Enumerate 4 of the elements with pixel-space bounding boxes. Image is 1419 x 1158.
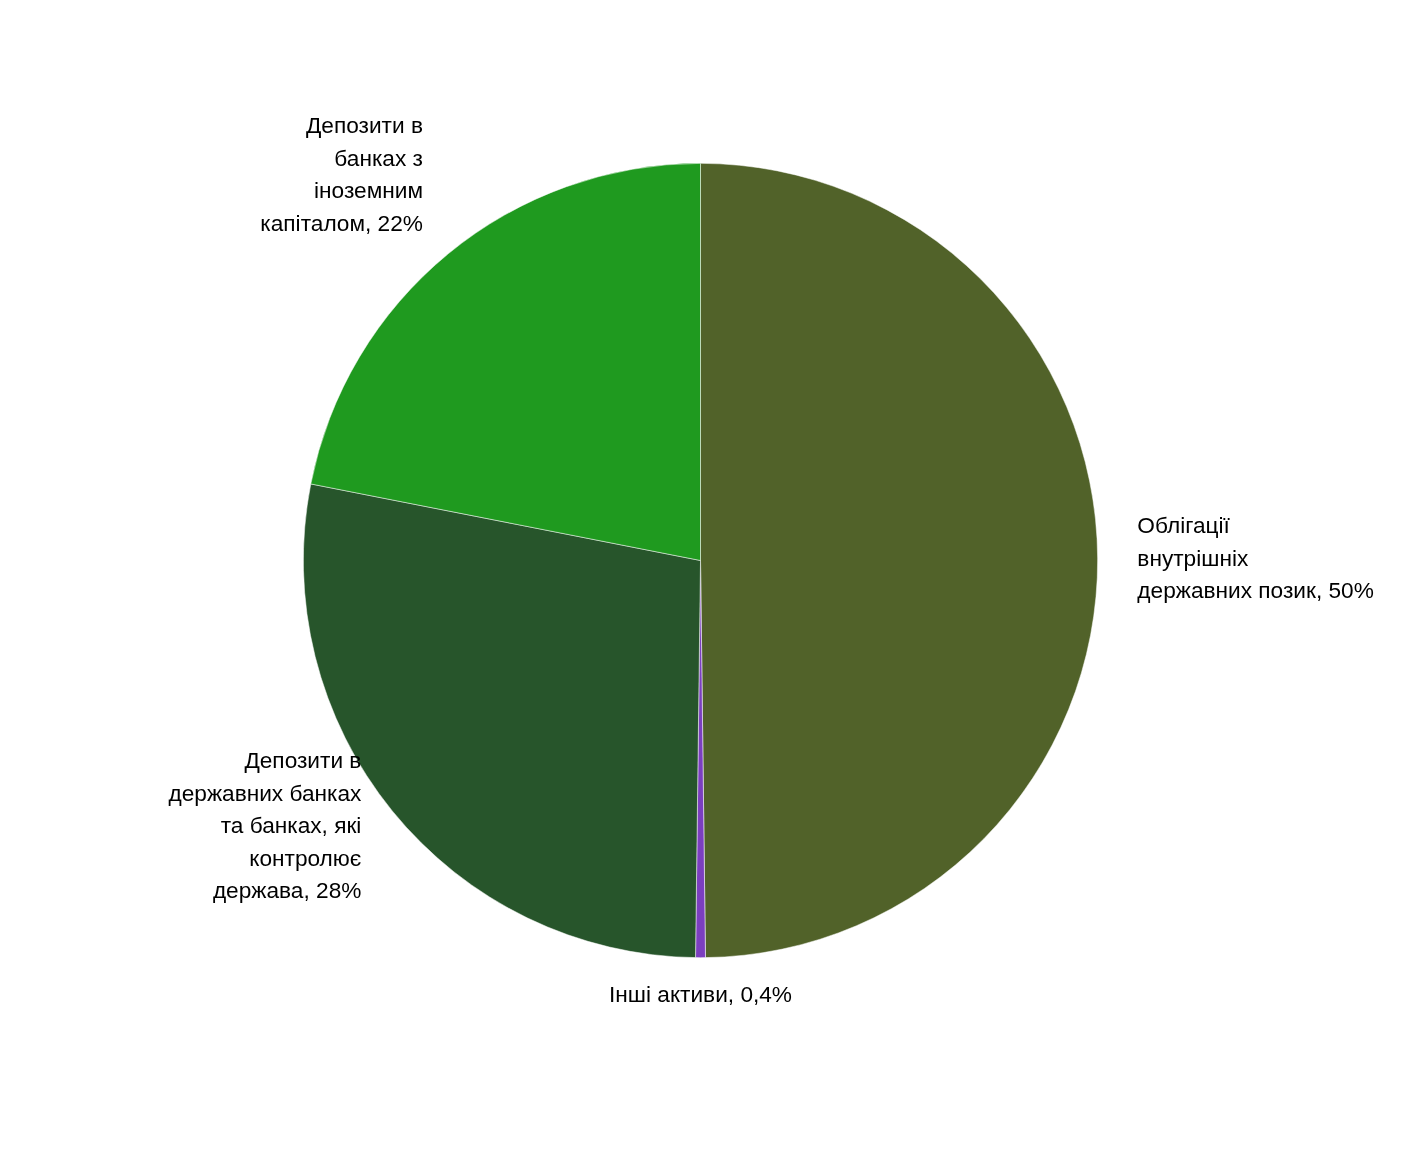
slice-label: Інші активи, 0,4% [608, 980, 793, 1007]
slice-label: Депозити в державних банках та банках, які контролює держава, 28% [168, 747, 363, 904]
slice-label: Облігації внутрішніх державних позик, 50% [1137, 512, 1374, 604]
slice-label: Депозити в банках з іноземним капіталом, 22% [260, 112, 423, 236]
